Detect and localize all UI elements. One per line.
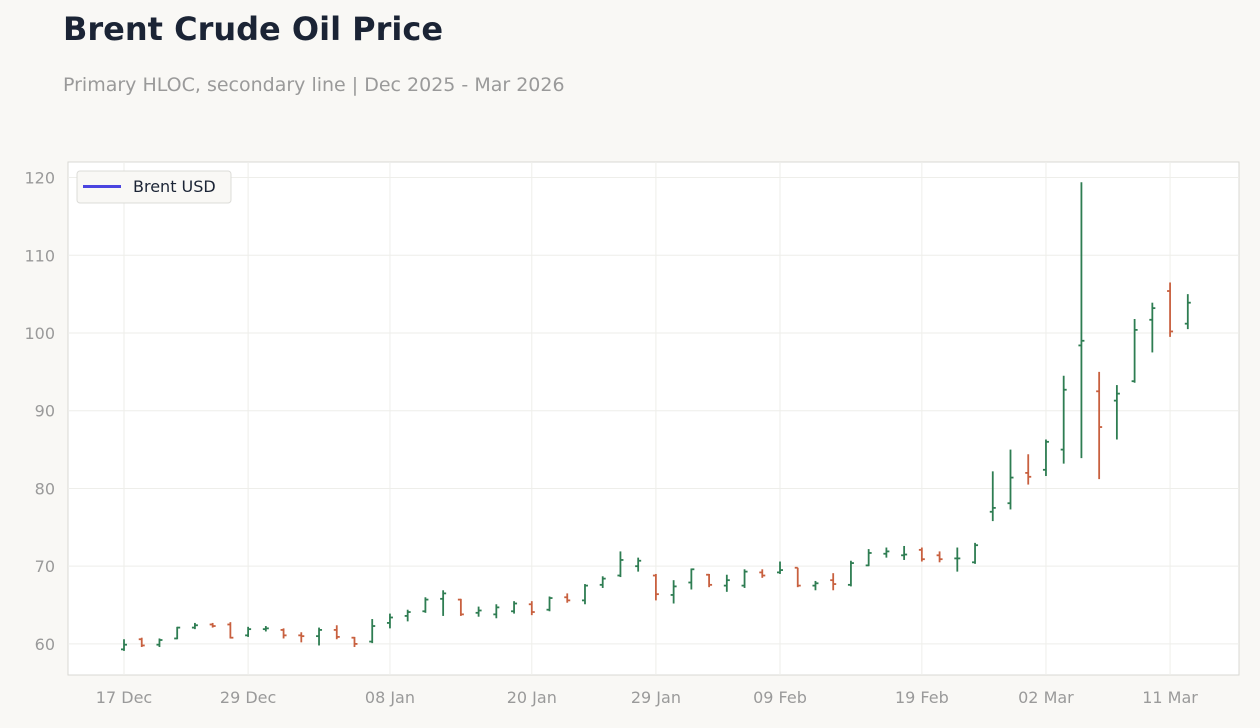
chart-title: Brent Crude Oil Price bbox=[63, 10, 444, 48]
ohlc-bar bbox=[617, 551, 624, 578]
ohlc-bar bbox=[688, 568, 695, 590]
ohlc-bar bbox=[1167, 282, 1174, 337]
ohlc-bar bbox=[262, 626, 269, 632]
ohlc-bar bbox=[1184, 294, 1191, 330]
ohlc-bar bbox=[174, 626, 181, 640]
ohlc-bar bbox=[475, 606, 482, 617]
y-tick-label: 110 bbox=[24, 246, 55, 265]
ohlc-bar bbox=[989, 471, 996, 522]
ohlc-bar bbox=[298, 632, 305, 643]
ohlc-bar bbox=[191, 622, 198, 630]
ohlc-bar bbox=[1078, 182, 1085, 459]
ohlc-bar bbox=[706, 573, 713, 588]
chart-subtitle: Primary HLOC, secondary line | Dec 2025 … bbox=[63, 74, 565, 96]
x-tick-label: 20 Jan bbox=[507, 688, 557, 707]
ohlc-bar bbox=[156, 638, 163, 648]
ohlc-bar bbox=[121, 639, 127, 651]
ohlc-bar bbox=[227, 622, 234, 639]
ohlc-bar bbox=[794, 566, 801, 588]
legend-label: Brent USD bbox=[133, 177, 216, 196]
ohlc-bar bbox=[511, 601, 518, 614]
ohlc-bar bbox=[209, 622, 216, 628]
ohlc-bars bbox=[121, 182, 1191, 651]
y-tick-label: 100 bbox=[24, 324, 55, 343]
x-tick-label: 08 Jan bbox=[365, 688, 415, 707]
legend-box bbox=[76, 170, 232, 204]
ohlc-bar bbox=[493, 604, 500, 619]
y-tick-label: 120 bbox=[24, 169, 55, 188]
x-axis-ticks: 17 Dec 29 Dec 08 Jan 20 Jan 29 Jan 09 Feb 19 F… bbox=[96, 688, 1199, 707]
y-tick-label: 70 bbox=[35, 557, 55, 576]
ohlc-bar bbox=[138, 637, 145, 648]
x-tick-label: 19 Feb bbox=[895, 688, 949, 707]
grid-lines bbox=[68, 162, 1239, 675]
ohlc-bar bbox=[440, 590, 447, 616]
ohlc-bar bbox=[599, 576, 606, 588]
ohlc-bar bbox=[351, 636, 358, 648]
y-tick-label: 80 bbox=[35, 479, 55, 498]
ohlc-bar bbox=[670, 580, 677, 604]
ohlc-bar bbox=[245, 626, 252, 637]
ohlc-bar bbox=[1149, 302, 1156, 353]
ohlc-bar bbox=[333, 625, 340, 640]
y-tick-label: 90 bbox=[35, 402, 55, 421]
ohlc-bar bbox=[1025, 454, 1032, 485]
ohlc-bar bbox=[723, 574, 730, 592]
ohlc-bar bbox=[1042, 439, 1049, 477]
x-tick-label: 02 Mar bbox=[1018, 688, 1074, 707]
ohlc-bar bbox=[1096, 371, 1103, 480]
legend: Brent USD bbox=[76, 170, 232, 204]
ohlc-bar bbox=[316, 627, 323, 646]
ohlc-bar bbox=[652, 573, 659, 601]
ohlc-bar bbox=[812, 580, 819, 591]
ohlc-bar bbox=[883, 547, 890, 558]
ohlc-bar bbox=[865, 549, 872, 567]
ohlc-bar bbox=[369, 619, 376, 644]
ohlc-bar bbox=[954, 547, 961, 572]
ohlc-bar bbox=[564, 593, 571, 603]
ohlc-bar bbox=[741, 569, 748, 588]
x-tick-label: 11 Mar bbox=[1142, 688, 1198, 707]
y-tick-label: 60 bbox=[35, 635, 55, 654]
ohlc-bar bbox=[830, 573, 837, 591]
plot-area bbox=[67, 161, 1240, 676]
ohlc-bar bbox=[901, 545, 908, 560]
y-axis-ticks: 60 70 80 90 100 110 120 bbox=[24, 169, 55, 654]
ohlc-bar bbox=[972, 542, 979, 564]
ohlc-bar bbox=[386, 613, 393, 629]
ohlc-bar bbox=[581, 584, 588, 605]
ohlc-bar bbox=[1007, 449, 1014, 510]
ohlc-bar bbox=[918, 547, 925, 562]
ohlc-bar bbox=[546, 596, 553, 612]
ohlc-bar bbox=[280, 628, 287, 639]
ohlc-bar bbox=[1113, 385, 1120, 440]
ohlc-bar bbox=[528, 601, 535, 616]
ohlc-bar bbox=[404, 609, 411, 622]
ohlc-bar bbox=[847, 560, 854, 587]
x-tick-label: 29 Jan bbox=[631, 688, 681, 707]
ohlc-bar bbox=[759, 569, 766, 578]
x-tick-label: 17 Dec bbox=[96, 688, 152, 707]
ohlc-bar bbox=[1060, 375, 1067, 464]
ohlc-bar bbox=[635, 557, 642, 572]
ohlc-bar bbox=[1131, 319, 1138, 383]
ohlc-bar bbox=[457, 598, 464, 616]
x-tick-label: 29 Dec bbox=[220, 688, 276, 707]
ohlc-bar bbox=[777, 561, 784, 574]
ohlc-bar bbox=[936, 551, 943, 563]
ohlc-bar bbox=[422, 597, 429, 613]
x-tick-label: 09 Feb bbox=[753, 688, 807, 707]
